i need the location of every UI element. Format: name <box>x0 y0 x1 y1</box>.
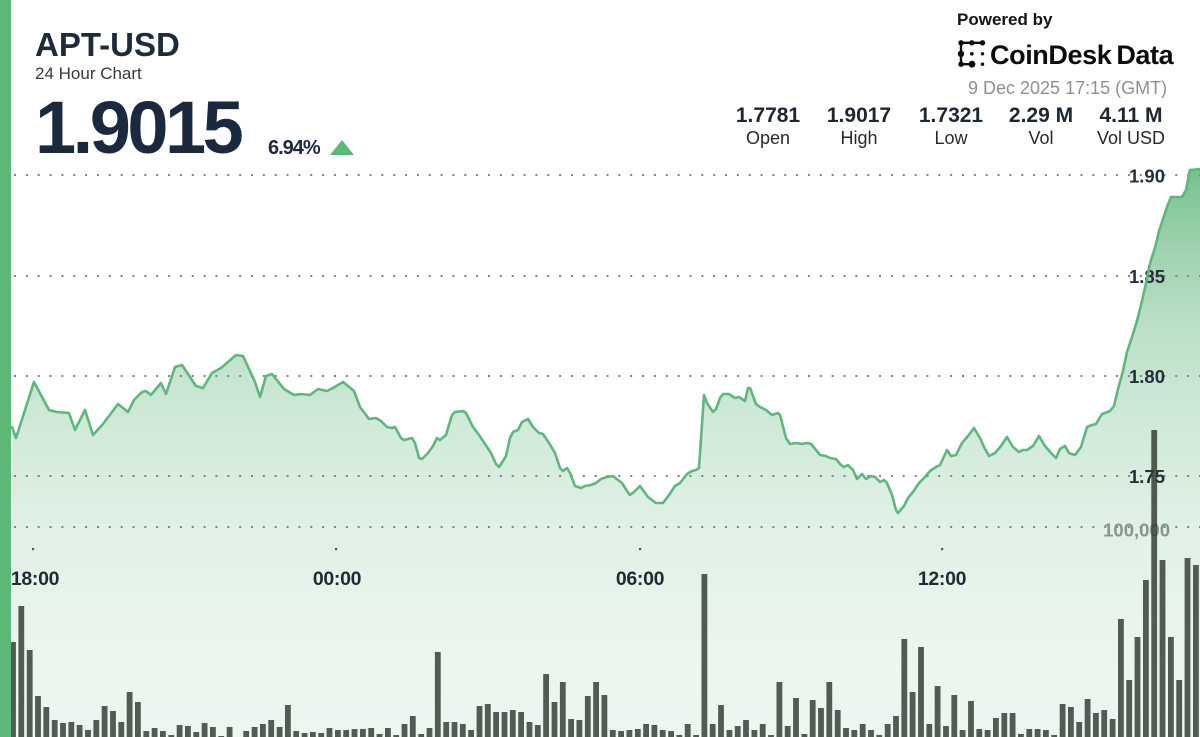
svg-text:1.90: 1.90 <box>1129 166 1165 187</box>
svg-text:18:00: 18:00 <box>11 568 60 590</box>
svg-text:1.80: 1.80 <box>1129 366 1165 387</box>
svg-text:12:00: 12:00 <box>918 568 967 590</box>
svg-text:00:00: 00:00 <box>313 568 362 590</box>
svg-text:1.75: 1.75 <box>1129 466 1165 487</box>
svg-text:100,000: 100,000 <box>1103 520 1170 541</box>
svg-text:06:00: 06:00 <box>616 568 665 590</box>
